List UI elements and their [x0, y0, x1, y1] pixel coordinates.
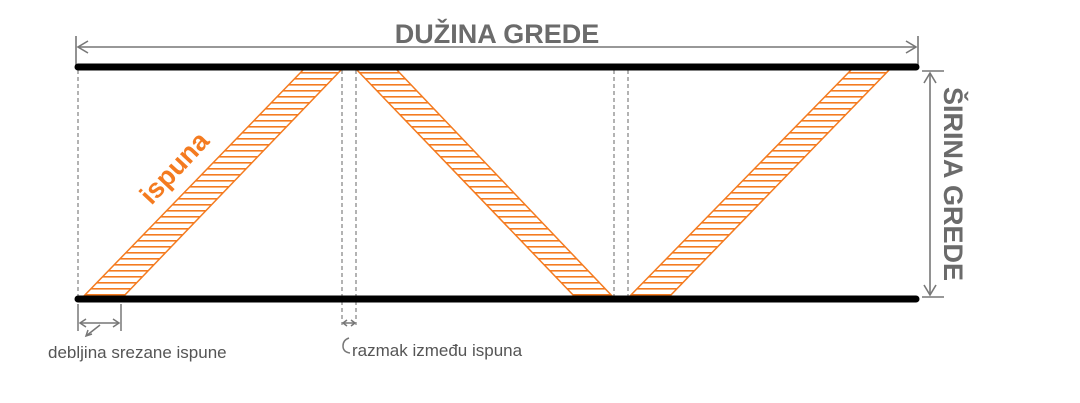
infill-diagonal-2: [354, 68, 616, 299]
infill-diagonal-3: [626, 68, 892, 299]
dashed-guides: [77, 70, 629, 325]
beam-length-label: DUŽINA GREDE: [395, 18, 600, 49]
width-dimension: [922, 70, 944, 298]
spacing-indicator: [341, 319, 357, 354]
infill-diagonal-1: [80, 68, 344, 299]
thickness-indicator: [77, 304, 122, 338]
thickness-label: debljina srezane ispune: [48, 343, 227, 362]
length-dimension: [75, 36, 919, 66]
beam-width-label: ŠIRINA GREDE: [938, 87, 969, 281]
spacing-label: razmak između ispuna: [352, 341, 523, 360]
